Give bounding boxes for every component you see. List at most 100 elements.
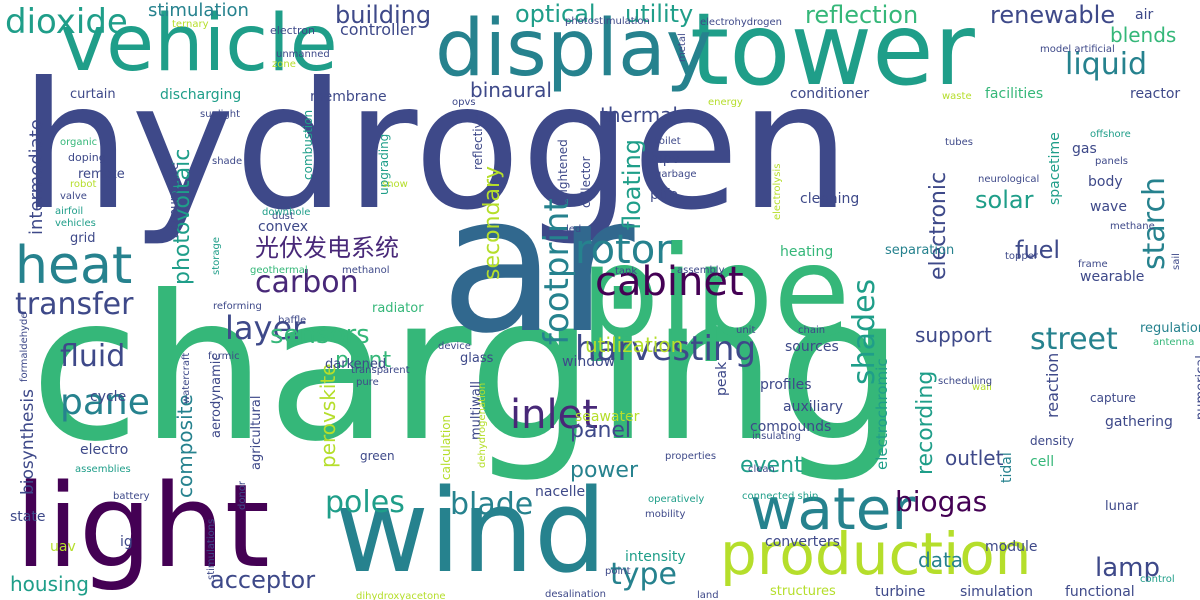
cloud-word: module bbox=[985, 540, 1037, 554]
cloud-word: bipv bbox=[650, 152, 680, 166]
cloud-word: biosynthesis bbox=[20, 389, 37, 495]
cloud-word: aerodynamic bbox=[210, 353, 223, 438]
cloud-word: tubes bbox=[945, 138, 973, 148]
cloud-word: recording bbox=[915, 371, 937, 475]
cloud-word: land bbox=[697, 591, 719, 600]
cloud-word: conditioner bbox=[790, 87, 869, 101]
cloud-word: assembly bbox=[677, 266, 725, 276]
cloud-word: mobility bbox=[645, 510, 685, 520]
cloud-word: floating bbox=[620, 139, 644, 230]
cloud-word: combustion bbox=[302, 110, 314, 180]
cloud-word: simulation bbox=[960, 585, 1033, 599]
cloud-word: sources bbox=[785, 340, 839, 354]
cloud-word: toilet bbox=[655, 137, 681, 147]
cloud-word: geothermal bbox=[250, 266, 308, 276]
cloud-word: downhole bbox=[262, 208, 310, 218]
cloud-word: agricultural bbox=[250, 396, 263, 470]
cloud-word: offshore bbox=[1090, 130, 1131, 140]
cloud-word: cleaning bbox=[800, 192, 859, 206]
cloud-word: transparent bbox=[351, 366, 410, 376]
cloud-word: connected ship bbox=[742, 492, 818, 502]
cloud-word: separation bbox=[885, 244, 954, 257]
cloud-word: watercraft bbox=[182, 353, 192, 404]
cloud-word: 光伏发电系统 bbox=[255, 236, 399, 260]
cloud-word: clean bbox=[748, 465, 775, 475]
cloud-word: formaldehyde bbox=[20, 313, 30, 382]
cloud-word: stimulation bbox=[148, 2, 249, 20]
cloud-word: valve bbox=[60, 192, 87, 202]
cloud-word: curtain bbox=[70, 88, 116, 101]
cloud-word: calculation bbox=[440, 415, 452, 480]
cloud-word: data bbox=[918, 550, 963, 570]
cloud-word: glass bbox=[460, 352, 493, 365]
cloud-word: density bbox=[1030, 435, 1074, 447]
cloud-word: operatively bbox=[648, 495, 704, 505]
cloud-word: outlet bbox=[945, 448, 1003, 468]
cloud-word: electrolysis bbox=[773, 164, 783, 220]
cloud-word: energy bbox=[708, 98, 743, 108]
cloud-word: zone bbox=[272, 60, 296, 70]
cloud-word: rotor bbox=[575, 230, 672, 270]
cloud-word: window bbox=[562, 355, 615, 369]
cloud-word: binaural bbox=[470, 80, 552, 100]
cloud-word: baffle bbox=[278, 316, 306, 326]
cloud-word: neurological bbox=[978, 175, 1039, 185]
cloud-word: radiator bbox=[372, 302, 424, 315]
cloud-word: storage bbox=[212, 237, 222, 275]
cloud-word: biogas bbox=[895, 488, 987, 516]
cloud-word: acceptor bbox=[210, 568, 315, 592]
cloud-word: ptfe bbox=[650, 188, 678, 202]
cloud-word: blends bbox=[1110, 25, 1176, 45]
cloud-word: brightened bbox=[557, 139, 569, 205]
cloud-word: gathering bbox=[1105, 415, 1173, 429]
cloud-word: methane bbox=[1110, 222, 1155, 232]
cloud-word: uav bbox=[50, 540, 76, 554]
cloud-word: reflection bbox=[805, 3, 918, 27]
cloud-word: capture bbox=[1090, 392, 1136, 404]
cloud-word: vehicles bbox=[55, 219, 96, 229]
cloud-word: methanol bbox=[342, 266, 390, 276]
cloud-word: controller bbox=[340, 22, 416, 38]
cloud-word: air bbox=[1135, 8, 1153, 22]
cloud-word: composite bbox=[175, 394, 195, 498]
cloud-word: sunlight bbox=[200, 110, 240, 120]
cloud-word: convex bbox=[258, 220, 308, 234]
cloud-word: street bbox=[1030, 325, 1118, 355]
cloud-word: cell bbox=[1030, 455, 1054, 469]
cloud-word: doping bbox=[68, 152, 106, 163]
cloud-word: formic bbox=[208, 352, 240, 362]
cloud-word: structures bbox=[770, 585, 836, 598]
cloud-word: heat bbox=[15, 240, 132, 292]
cloud-word: grid bbox=[70, 232, 95, 245]
cloud-word: poles bbox=[325, 488, 405, 518]
cloud-word: housing bbox=[10, 574, 89, 594]
cloud-word: electrohydrogen bbox=[700, 18, 782, 28]
cloud-word: state bbox=[10, 510, 45, 524]
cloud-word: water bbox=[750, 480, 915, 538]
cloud-word: garbage bbox=[655, 170, 697, 180]
cloud-word: sail bbox=[1172, 253, 1182, 270]
cloud-word: desalination bbox=[545, 590, 606, 600]
cloud-word: topper bbox=[1005, 252, 1038, 262]
cloud-word: body bbox=[1088, 175, 1123, 189]
cloud-word: collector bbox=[580, 156, 592, 208]
cloud-word: reaction bbox=[1045, 353, 1061, 418]
cloud-word: electron bbox=[270, 25, 315, 36]
cloud-word: ternary bbox=[172, 20, 209, 30]
cloud-word: auxiliary bbox=[783, 400, 843, 414]
cloud-word: tank bbox=[615, 267, 637, 277]
cloud-word: numerical bbox=[1195, 355, 1200, 420]
cloud-word: heating bbox=[780, 245, 833, 259]
cloud-word: snow bbox=[382, 180, 408, 190]
cloud-word: support bbox=[915, 325, 992, 345]
cloud-word: seawater bbox=[575, 410, 639, 424]
cloud-word: pure bbox=[356, 378, 379, 388]
cloud-word: solar bbox=[975, 188, 1033, 212]
cloud-word: nacelle bbox=[535, 485, 585, 499]
cloud-word: profiles bbox=[760, 378, 812, 392]
cloud-word: functional bbox=[1065, 585, 1135, 599]
cloud-word: electrochromic bbox=[875, 358, 890, 470]
cloud-word: footprint bbox=[540, 198, 574, 345]
cloud-word: acupuncture bbox=[168, 163, 180, 238]
